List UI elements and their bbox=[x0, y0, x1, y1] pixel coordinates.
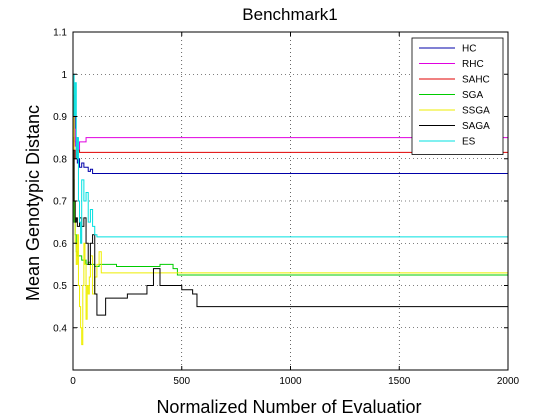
y-tick-label: 0.8 bbox=[53, 154, 67, 165]
y-tick-label: 0.6 bbox=[53, 239, 67, 250]
legend-label-ssga: SSGA bbox=[462, 106, 490, 117]
grid bbox=[73, 32, 508, 370]
x-tick-label: 500 bbox=[173, 376, 190, 387]
y-tick-label: 1 bbox=[61, 70, 67, 81]
y-tick-label: 0.5 bbox=[53, 281, 67, 292]
legend: HC RHC SAHC SGA SSGA SAGA ES bbox=[411, 37, 504, 155]
series-line-saga bbox=[73, 149, 508, 316]
series-line-es bbox=[73, 73, 508, 244]
chart-title: Benchmark1 bbox=[242, 5, 337, 24]
legend-label-sga: SGA bbox=[462, 90, 483, 101]
legend-label-sahc: SAHC bbox=[462, 75, 490, 86]
legend-label-hc: HC bbox=[462, 44, 476, 55]
legend-label-rhc: RHC bbox=[462, 59, 484, 70]
x-tick-label: 2000 bbox=[497, 376, 520, 387]
x-axis-label: Normalized Number of Evaluatior bbox=[156, 397, 421, 417]
legend-label-saga: SAGA bbox=[462, 121, 490, 132]
y-tick-label: 1.1 bbox=[53, 28, 67, 39]
y-tick-label: 0.7 bbox=[53, 197, 67, 208]
x-tick-label: 1500 bbox=[388, 376, 411, 387]
y-tick-label: 0.4 bbox=[53, 323, 67, 334]
axis-ticks: 0 500 1000 1500 2000 0.4 0.5 0.6 0.7 0.8 0.9 1 1.1 bbox=[53, 28, 519, 388]
legend-label-es: ES bbox=[462, 137, 476, 148]
y-axis-label: Mean Genotypic Distanc bbox=[23, 105, 43, 301]
y-tick-label: 0.9 bbox=[53, 112, 67, 123]
legend-box bbox=[411, 37, 504, 155]
x-tick-label: 0 bbox=[70, 376, 76, 387]
x-tick-label: 1000 bbox=[279, 376, 302, 387]
series-layer bbox=[73, 73, 508, 346]
